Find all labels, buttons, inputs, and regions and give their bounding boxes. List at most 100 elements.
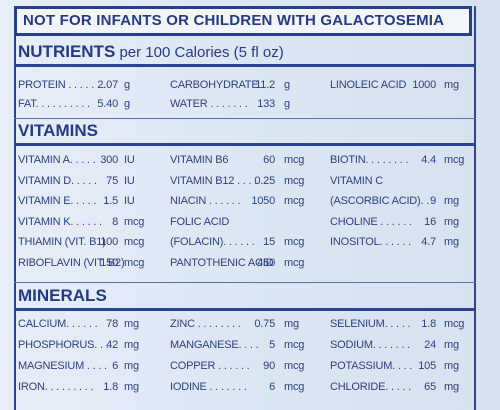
nutrients-value: 2.07 <box>97 79 118 91</box>
vitamins-name: VITAMIN A. . . . . <box>18 154 96 166</box>
nutrients-unit: g <box>284 98 290 110</box>
vitamins-name: PANTOTHENIC ACID <box>170 256 274 269</box>
minerals-name: MANGANESE. . . . <box>170 339 259 351</box>
nutrients-value: 11.2 <box>255 79 275 91</box>
minerals-unit: mcg <box>444 318 465 330</box>
vitamins-value: 16 <box>424 215 436 228</box>
vitamins-row: VITAMIN D. . . . . 75 IU <box>18 174 158 188</box>
vitamins-unit: IU <box>124 154 135 166</box>
nutrients-title: NUTRIENTS <box>18 42 116 61</box>
nutrients-name: WATER . . . . . . . <box>170 98 248 110</box>
minerals-value: 78 <box>106 318 118 330</box>
vitamins-value: 8 <box>112 215 118 228</box>
vitamins-name: VITAMIN C <box>330 174 383 187</box>
vitamins-row: (FOLACIN). . . . . . 15 mcg <box>170 235 318 249</box>
nutrients-unit: mg <box>444 79 459 91</box>
minerals-value: 90 <box>263 360 275 372</box>
minerals-row: MAGNESIUM . . . . 6 mg <box>18 359 158 373</box>
vitamins-unit: IU <box>124 174 135 187</box>
minerals-unit: mcg <box>284 339 305 351</box>
minerals-name: CHLORIDE. . . . . <box>330 381 411 393</box>
minerals-row: MANGANESE. . . . 5 mcg <box>170 338 318 352</box>
minerals-row: PHOSPHORUS. . . 42 mg <box>18 338 158 352</box>
vitamins-unit: mg <box>444 215 459 228</box>
vitamins-name: VITAMIN E. . . . . <box>18 195 97 207</box>
vitamins-name: (FOLACIN). . . . . . <box>170 236 255 248</box>
minerals-value: 6 <box>269 381 275 393</box>
vitamins-unit: mcg <box>444 154 465 166</box>
vitamins-unit: mcg <box>124 236 145 248</box>
minerals-unit: mg <box>124 360 139 372</box>
minerals-row: SELENIUM. . . . . 1.8 mcg <box>330 317 478 331</box>
vitamins-value: 15 <box>263 236 275 248</box>
vitamins-value: 300 <box>100 154 118 166</box>
vitamins-name: VITAMIN D. . . . . <box>18 174 97 187</box>
nutrients-name: LINOLEIC ACID <box>330 79 407 91</box>
vitamins-value: 60 <box>263 154 275 166</box>
minerals-unit: mcg <box>284 360 305 372</box>
vitamins-name: NIACIN . . . . . . <box>170 195 241 207</box>
vitamins-row: FOLIC ACID <box>170 215 318 229</box>
vitamins-name: VITAMIN K. . . . . . <box>18 215 102 228</box>
vitamins-top-rule <box>14 118 476 119</box>
minerals-name: POTASSIUM. . . . <box>330 360 413 372</box>
vitamins-row: VITAMIN B6 60 mcg <box>170 153 318 167</box>
minerals-heading: MINERALS <box>18 286 107 305</box>
minerals-unit: mg <box>444 339 459 351</box>
vitamins-name: THIAMIN (VIT. B1) <box>18 236 106 248</box>
nutrients-unit: g <box>124 98 130 110</box>
nutrients-row: CARBOHYDRATE 11.2 g <box>170 78 318 92</box>
label-frame <box>14 6 476 410</box>
vitamins-name: INOSITOL. . . . . . <box>330 236 411 248</box>
vitamins-name: BIOTIN. . . . . . . . <box>330 154 409 166</box>
minerals-row: COPPER . . . . . . 90 mcg <box>170 359 318 373</box>
nutrients-row: LINOLEIC ACID 1000 mg <box>330 78 478 92</box>
minerals-row: IODINE . . . . . . . 6 mcg <box>170 380 318 394</box>
vitamins-value: 75 <box>106 174 118 187</box>
minerals-name: MAGNESIUM . . . . <box>18 360 107 372</box>
nutrients-row: FAT. . . . . . . . . . 5.40 g <box>18 97 158 111</box>
minerals-value: 0.75 <box>254 318 275 330</box>
vitamins-row: PANTOTHENIC ACID 450 mcg <box>170 256 318 270</box>
vitamins-row: NIACIN . . . . . . 1050 mcg <box>170 194 318 208</box>
vitamins-row: CHOLINE . . . . . . 16 mg <box>330 215 478 229</box>
vitamins-value: 9 <box>430 195 436 207</box>
minerals-unit: mg <box>444 360 459 372</box>
vitamins-name: CHOLINE . . . . . . <box>330 215 412 228</box>
nutrients-unit: g <box>284 79 290 91</box>
vitamins-name: (ASCORBIC ACID). . <box>330 195 430 207</box>
vitamins-name: VITAMIN B12 . . . . <box>170 174 258 187</box>
minerals-row: CHLORIDE. . . . . 65 mg <box>330 380 478 394</box>
minerals-name: SELENIUM. . . . . <box>330 318 411 330</box>
vitamins-row: RIBOFLAVIN (VIT. B2) 150 mcg <box>18 256 158 270</box>
nutrients-rule <box>14 64 476 67</box>
vitamins-name: FOLIC ACID <box>170 215 230 228</box>
vitamins-row: THIAMIN (VIT. B1) 100 mcg <box>18 235 158 249</box>
nutrients-value: 5.40 <box>97 98 118 110</box>
minerals-unit: mg <box>444 381 459 393</box>
vitamins-rule <box>14 143 476 146</box>
vitamins-unit: mcg <box>124 215 145 228</box>
minerals-rule <box>14 308 476 311</box>
minerals-name: IRON. . . . . . . . . <box>18 381 94 393</box>
minerals-value: 42 <box>106 339 118 351</box>
minerals-row: POTASSIUM. . . . 105 mg <box>330 359 478 373</box>
nutrients-subtitle: per 100 Calories (5 fl oz) <box>115 44 284 61</box>
minerals-value: 1.8 <box>103 381 118 393</box>
nutrients-row: PROTEIN . . . . . . . 2.07 g <box>18 78 158 92</box>
vitamins-row: BIOTIN. . . . . . . . 4.4 mcg <box>330 153 478 167</box>
minerals-unit: mg <box>124 381 139 393</box>
vitamins-unit: mcg <box>284 174 305 187</box>
nutrients-name: FAT. . . . . . . . . . <box>18 98 90 110</box>
vitamins-value: 1.5 <box>103 195 118 207</box>
nutrients-value: 133 <box>257 98 275 110</box>
nutrients-unit: g <box>124 79 130 91</box>
vitamins-row: VITAMIN E. . . . . 1.5 IU <box>18 194 158 208</box>
minerals-unit: mcg <box>284 381 305 393</box>
minerals-name: CALCIUM. . . . . . <box>18 318 98 330</box>
vitamins-name: VITAMIN B6 <box>170 154 229 166</box>
minerals-value: 6 <box>112 360 118 372</box>
vitamins-heading: VITAMINS <box>18 121 98 140</box>
minerals-unit: mg <box>284 318 299 330</box>
